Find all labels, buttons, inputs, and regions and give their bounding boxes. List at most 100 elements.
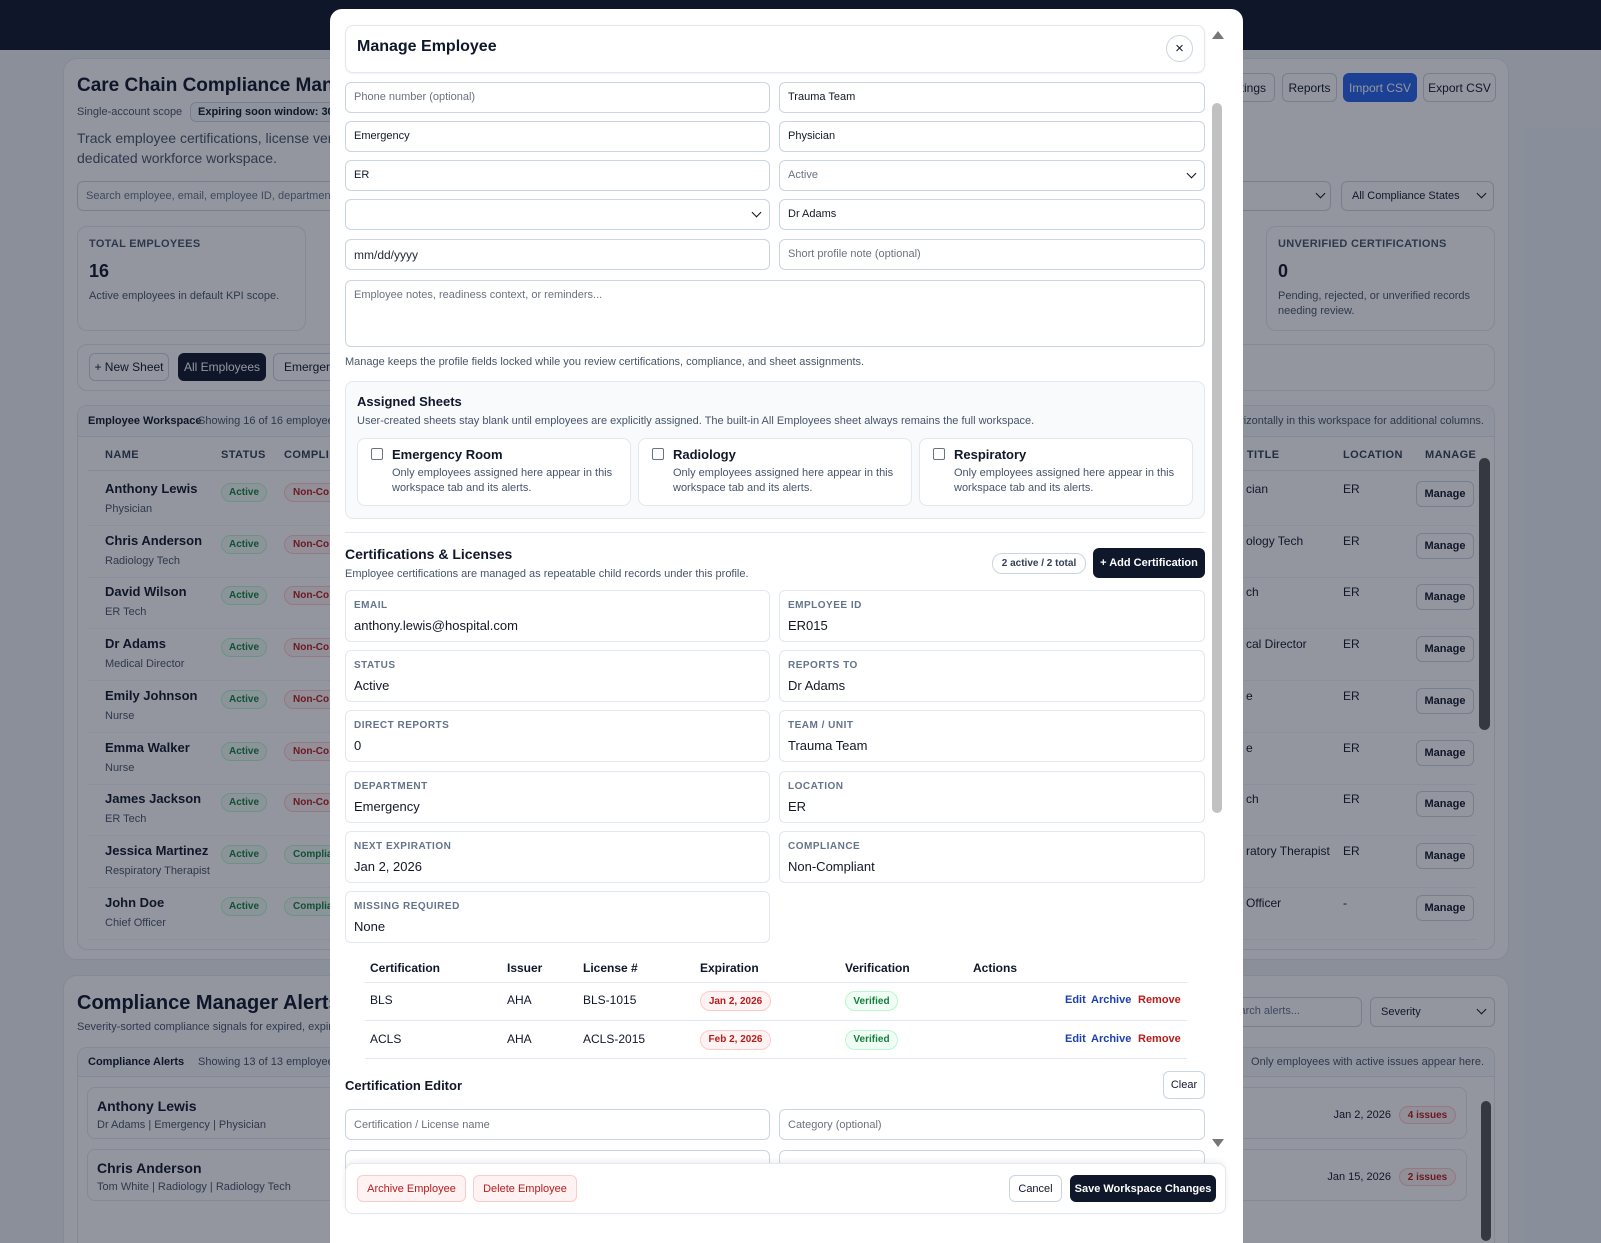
input-field[interactable]: [779, 82, 1205, 113]
employee-title: Physician: [105, 503, 153, 515]
delete-employee-button[interactable]: Delete Employee: [473, 1175, 577, 1202]
input-field[interactable]: [779, 121, 1205, 152]
alerts-subtitle: Severity-sorted compliance signals for e…: [77, 1021, 341, 1033]
toolbar-button[interactable]: Reports: [1282, 73, 1337, 102]
manage-button[interactable]: Manage: [1416, 636, 1474, 663]
input-field[interactable]: [345, 1109, 770, 1140]
status-pill[interactable]: Active: [221, 793, 267, 813]
issues-pill[interactable]: 2 issues: [1399, 1168, 1456, 1186]
manage-button[interactable]: Manage: [1416, 532, 1474, 559]
status-pill[interactable]: Active: [221, 586, 267, 606]
manage-button[interactable]: Manage: [1416, 481, 1474, 507]
table-header: Verification: [845, 961, 910, 975]
modal-header: [345, 25, 1205, 73]
count-badge[interactable]: 2 active / 2 total: [992, 553, 1086, 574]
compliance-pill[interactable]: Non-Co: [284, 534, 344, 554]
verification-pill[interactable]: Verified: [845, 1029, 898, 1050]
detail-label: STATUS: [354, 660, 396, 672]
cancel-button[interactable]: Cancel: [1009, 1175, 1062, 1202]
manage-button[interactable]: Manage: [1416, 842, 1474, 869]
input-field[interactable]: [779, 199, 1205, 230]
filter-select-text: All Compliance States: [1352, 190, 1460, 202]
table-rule: [365, 982, 1187, 983]
issues-pill[interactable]: 4 issues: [1399, 1106, 1456, 1124]
input-field[interactable]: [345, 160, 770, 191]
cert-action[interactable]: Remove: [1138, 1032, 1181, 1045]
severity-select[interactable]: [1370, 997, 1495, 1027]
manage-button[interactable]: Manage: [1416, 791, 1474, 818]
employee-name: Chris Anderson: [105, 532, 203, 548]
status-pill[interactable]: Active: [221, 483, 267, 502]
employee-title: Respiratory Therapist: [105, 864, 210, 877]
input-field[interactable]: [345, 239, 770, 270]
detail-label: REPORTS TO: [788, 660, 858, 672]
input-value: Dr Adams: [788, 208, 837, 220]
compliance-pill[interactable]: Non-Co: [284, 638, 344, 658]
table-header: Certification: [370, 961, 441, 975]
alert-search-placeholder: arch alerts...: [1239, 1005, 1300, 1017]
table-header: Expiration: [700, 961, 759, 975]
employee-location: ER: [1343, 843, 1360, 858]
table-rule: [365, 1058, 1187, 1059]
expiration-pill[interactable]: Feb 2, 2026: [700, 1029, 771, 1050]
status-pill[interactable]: Active: [221, 638, 267, 658]
cert-action[interactable]: Edit: [1065, 1032, 1086, 1045]
toolbar-button[interactable]: Export CSV: [1423, 73, 1496, 102]
archive-employee-button[interactable]: Archive Employee: [357, 1175, 466, 1202]
employee-name: David Wilson: [105, 584, 187, 600]
sheet-tab[interactable]: All Employees: [178, 353, 266, 381]
input-field[interactable]: [779, 239, 1205, 270]
status-pill[interactable]: Active: [221, 534, 267, 554]
alert-name: Anthony Lewis: [97, 1098, 197, 1114]
sheet-checkbox[interactable]: [652, 448, 664, 460]
filter-select[interactable]: [1341, 181, 1494, 211]
select-field[interactable]: [345, 199, 770, 230]
notes-textarea[interactable]: [345, 280, 1205, 347]
status-pill[interactable]: Active: [221, 741, 267, 761]
detail-card: [345, 830, 770, 883]
detail-label: LOCATION: [788, 780, 844, 792]
cert-action[interactable]: Archive: [1091, 1032, 1132, 1045]
detail-label: DEPARTMENT: [354, 780, 428, 792]
cert-action[interactable]: Edit: [1065, 994, 1086, 1006]
employee-job: e: [1246, 740, 1253, 755]
input-field[interactable]: [345, 121, 770, 152]
alerts-showing: Showing 13 of 13 employee ale: [198, 1056, 352, 1068]
cert-license: ACLS-2015: [583, 1031, 646, 1046]
alert-date: Jan 2, 2026: [1333, 1109, 1392, 1121]
add-certification-button[interactable]: + Add Certification: [1093, 548, 1205, 578]
compliance-pill[interactable]: Non-Co: [284, 741, 344, 761]
manage-button[interactable]: Manage: [1416, 687, 1474, 714]
employee-name: Jessica Martinez: [105, 842, 209, 858]
sheet-checkbox[interactable]: [371, 448, 383, 460]
select-field[interactable]: [779, 160, 1205, 191]
status-pill[interactable]: Active: [221, 689, 267, 709]
clear-button[interactable]: Clear: [1163, 1071, 1205, 1099]
toolbar-button[interactable]: Import CSV: [1343, 73, 1417, 102]
sheet-checkbox[interactable]: [933, 448, 945, 460]
sheet-tab[interactable]: + New Sheet: [89, 353, 169, 381]
sheet-description: Only employees assigned here appear in t…: [673, 467, 894, 494]
save-button[interactable]: Save Workspace Changes: [1070, 1175, 1216, 1202]
employee-job: Officer: [1246, 895, 1282, 910]
sheet-option[interactable]: [638, 438, 912, 506]
manage-button[interactable]: Manage: [1416, 894, 1474, 921]
status-pill[interactable]: Active: [221, 844, 267, 864]
cert-action[interactable]: Archive: [1091, 994, 1132, 1006]
status-pill[interactable]: Active: [221, 896, 267, 916]
manage-button[interactable]: Manage: [1416, 584, 1474, 611]
cert-action[interactable]: Remove: [1138, 994, 1181, 1006]
verification-pill[interactable]: Verified: [845, 991, 898, 1011]
select-value: Active: [788, 169, 818, 181]
sheet-option[interactable]: [919, 438, 1193, 506]
detail-value: 0: [354, 738, 362, 754]
cert-name: ACLS: [370, 1031, 402, 1046]
expiration-pill[interactable]: Jan 2, 2026: [700, 991, 771, 1011]
employee-location: ER: [1343, 482, 1360, 496]
alert-name: Chris Anderson: [97, 1160, 202, 1176]
manage-button[interactable]: Manage: [1416, 739, 1474, 766]
input-field[interactable]: [779, 1109, 1205, 1140]
close-button[interactable]: ×: [1166, 35, 1193, 62]
sheet-option[interactable]: [357, 438, 631, 506]
input-field[interactable]: [345, 82, 770, 113]
